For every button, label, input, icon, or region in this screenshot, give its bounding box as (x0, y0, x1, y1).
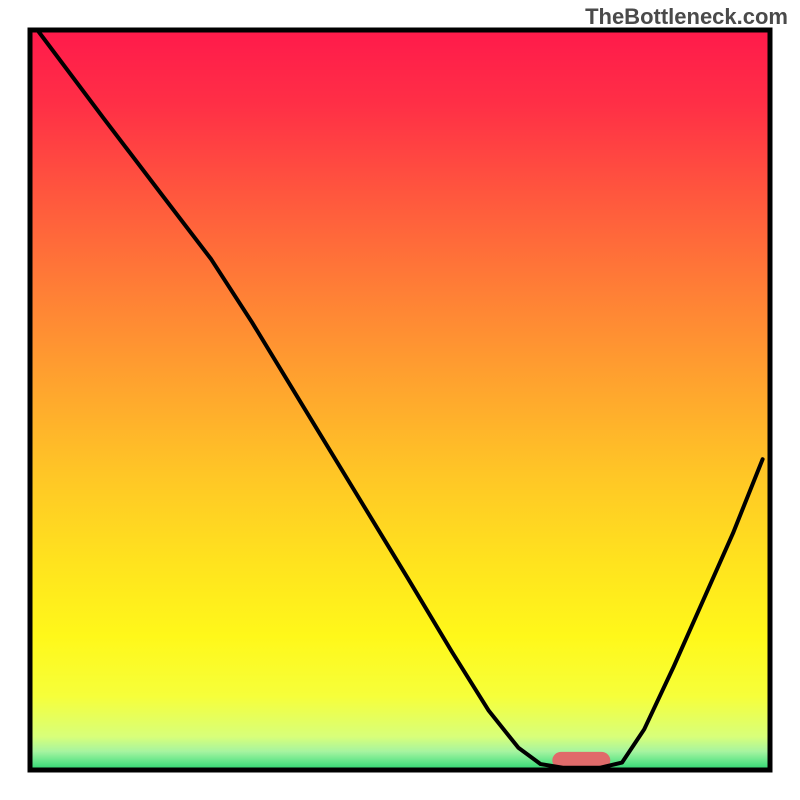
chart-canvas: TheBottleneck.com (0, 0, 800, 800)
gradient-background (30, 30, 770, 770)
watermark-text: TheBottleneck.com (585, 4, 788, 30)
bottleneck-chart (0, 0, 800, 800)
